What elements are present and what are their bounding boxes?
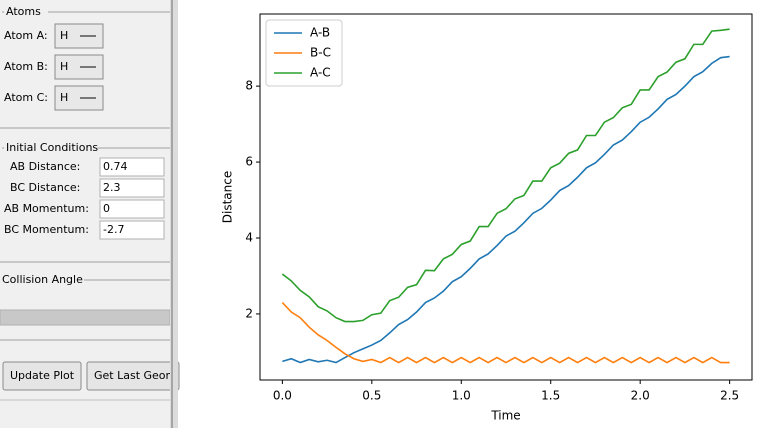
y-tick-label: 6: [245, 155, 253, 169]
y-tick-label: 8: [245, 79, 253, 93]
group-title: Collision Angle: [2, 273, 83, 286]
dropdown-indicator: [80, 35, 96, 37]
dropdown-indicator: [80, 66, 96, 68]
atom-value: H: [60, 29, 68, 42]
line-series: [282, 55, 730, 364]
field-input[interactable]: [99, 199, 165, 219]
splitter[interactable]: [170, 0, 178, 428]
x-tick-label: 0.0: [273, 389, 292, 403]
atom-label: Atom C:: [4, 91, 48, 104]
button-label: Update Plot: [10, 369, 75, 382]
x-tick-label: 2.0: [631, 389, 650, 403]
x-tick-label: 1.5: [541, 389, 560, 403]
control-panel: Atoms Initial Conditions Collision Angle…: [0, 0, 180, 428]
field-value: -2.7: [103, 223, 124, 236]
field-label: AB Momentum:: [4, 202, 89, 215]
legend-label: A-B: [310, 26, 330, 40]
atom-value: H: [60, 91, 68, 104]
button[interactable]: [2, 361, 82, 391]
button[interactable]: [86, 361, 180, 391]
field-input[interactable]: [99, 157, 165, 177]
line-series: [281, 302, 730, 364]
group-title: Atoms: [6, 5, 41, 18]
atom-label: Atom A:: [4, 29, 48, 42]
button-label: Get Last Geom: [94, 369, 176, 382]
field-value: 2.3: [103, 181, 121, 194]
legend-box: [265, 19, 343, 87]
field-input[interactable]: [99, 178, 165, 198]
line-series: [281, 28, 730, 323]
field-input[interactable]: [99, 220, 165, 240]
group-title: Initial Conditions: [6, 141, 98, 154]
plot-frame: [259, 13, 753, 381]
atom-label: Atom B:: [4, 60, 48, 73]
field-value: 0.74: [103, 160, 128, 173]
x-tick-label: 0.5: [362, 389, 381, 403]
atom-value: H: [60, 60, 68, 73]
angle-slider[interactable]: [0, 309, 171, 326]
y-axis-label: Distance: [221, 171, 235, 223]
field-label: BC Distance:: [10, 181, 80, 194]
field-label: AB Distance:: [10, 160, 80, 173]
legend-label: A-C: [310, 66, 331, 80]
field-label: BC Momentum:: [4, 223, 89, 236]
legend-label: B-C: [310, 46, 331, 60]
x-tick-label: 2.5: [720, 389, 739, 403]
x-axis-label: Time: [490, 409, 520, 423]
y-tick-label: 2: [245, 306, 253, 320]
field-value: 0: [103, 202, 110, 215]
dropdown-indicator: [80, 97, 96, 99]
y-tick-label: 4: [245, 231, 253, 245]
x-tick-label: 1.0: [452, 389, 471, 403]
